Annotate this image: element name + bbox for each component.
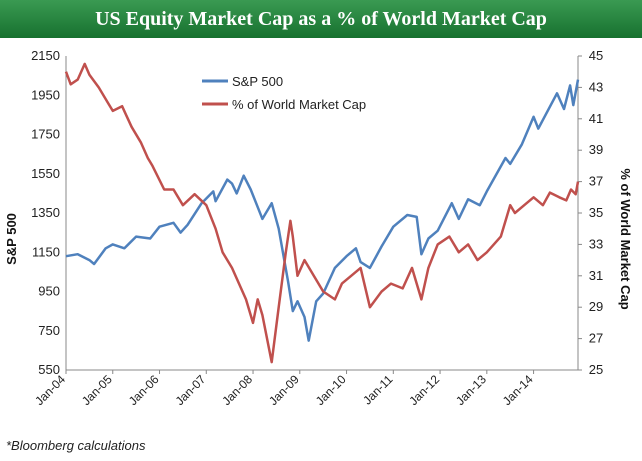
y-tick-label-right: 35	[589, 205, 603, 220]
y-tick-label-left: 950	[38, 284, 60, 299]
y-tick-label-left: 1350	[31, 205, 60, 220]
x-tick-label: Jan-12	[406, 372, 442, 408]
footnote: *Bloomberg calculations	[6, 438, 146, 453]
y-axis-label-right: % of World Market Cap	[618, 168, 633, 309]
legend: S&P 500 % of World Market Cap	[202, 74, 366, 112]
series-line-world-cap	[64, 62, 580, 364]
series-layer	[64, 62, 580, 364]
y-tick-label-right: 37	[589, 174, 603, 189]
x-axis: Jan-04 Jan-05 Jan-06 Jan-07 Jan-08 Jan-09 Jan-…	[32, 370, 536, 408]
y-tick-label-right: 45	[589, 48, 603, 63]
y-tick-label-left: 1150	[32, 244, 60, 259]
chart-title: US Equity Market Cap as a % of World Mar…	[95, 7, 547, 30]
y-axis-left: 550 750 950 1150 1350 1550 1750 1950 2150	[31, 48, 60, 377]
x-tick-label: Jan-13	[453, 372, 489, 408]
x-tick-label: Jan-04	[32, 372, 68, 408]
x-tick-label: Jan-06	[126, 372, 162, 408]
x-tick-label: Jan-09	[266, 372, 302, 408]
y-tick-label-right: 29	[589, 299, 603, 314]
y-tick-label-right: 31	[589, 268, 603, 283]
x-tick-label: Jan-08	[219, 372, 255, 408]
y-tick-label-left: 1750	[31, 127, 60, 142]
x-tick-label: Jan-07	[173, 372, 209, 408]
line-chart: 550 750 950 1150 1350 1550 1750 1950 2150 25 27 29…	[4, 48, 633, 408]
y-axis-label-left: S&P 500	[4, 213, 19, 265]
series-line-sp500	[65, 79, 580, 342]
legend-label-world-cap: % of World Market Cap	[232, 97, 366, 112]
y-tick-label-right: 27	[589, 331, 603, 346]
y-tick-label-right: 25	[589, 362, 603, 377]
y-tick-label-right: 41	[589, 111, 603, 126]
y-tick-label-right: 39	[589, 142, 603, 157]
y-tick-label-right: 33	[589, 236, 603, 251]
x-tick-label: Jan-11	[360, 372, 395, 407]
y-tick-label-left: 2150	[31, 48, 60, 63]
x-tick-label: Jan-14	[500, 372, 536, 408]
y-tick-label-left: 550	[38, 362, 60, 377]
title-banner: US Equity Market Cap as a % of World Mar…	[0, 0, 642, 38]
y-tick-label-left: 750	[38, 323, 60, 338]
x-tick-label: Jan-10	[313, 372, 349, 408]
y-tick-label-right: 43	[589, 79, 603, 94]
legend-label-sp500: S&P 500	[232, 74, 283, 89]
y-axis-right: 25 27 29 31 33 35 37 39 41 43 45	[578, 48, 603, 377]
y-tick-label-left: 1950	[31, 87, 60, 102]
y-tick-label-left: 1550	[31, 166, 60, 181]
x-tick-label: Jan-05	[79, 372, 115, 408]
